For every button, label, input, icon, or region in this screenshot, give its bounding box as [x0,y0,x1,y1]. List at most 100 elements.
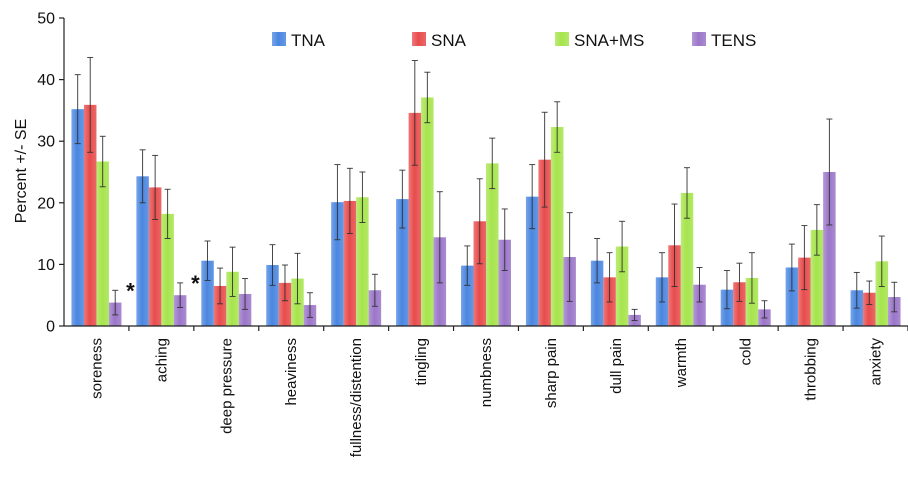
bar-sna-ms-deep-pressure [226,271,239,326]
error-bar-sna-ms-fullness-distention [359,171,366,223]
x-tick-label-deep-pressure: deep pressure [218,338,235,434]
legend-item-sna-ms: SNA+MS [555,31,644,50]
bar-sna-ms-fullness-distention [356,197,369,326]
bar-sna-sharp-pain [538,159,551,326]
error-bar-tens-tingling [436,191,443,284]
bar-tna-numbness [461,265,474,326]
bar-tens-throbbing [823,172,836,326]
error-bar-tna-aching [139,149,146,204]
bar-sna-ms-tingling [421,97,434,327]
legend-swatch [555,32,569,46]
legend-item-tna: TNA [272,31,326,50]
significance-marker: * [126,278,135,303]
error-bar-sna-dull-pain [606,252,613,303]
bar-tens-numbness [498,239,511,326]
error-bar-tna-sharp-pain [529,164,536,230]
error-bar-sna-ms-dull-pain [619,220,626,273]
bar-sna-ms-throbbing [810,229,824,326]
error-bar-sna-aching [152,154,159,220]
error-bar-tens-anxiety [891,281,898,313]
y-axis: 0 10 20 30 40 50 [37,11,65,336]
legend-item-tens: TENS [692,31,756,50]
bar-tens-warmth [693,284,706,326]
error-bar-sna-ms-deep-pressure [229,246,236,297]
legend-item-sna: SNA [412,31,467,50]
bar-tna-tingling [396,199,409,326]
error-bar-sna-anxiety [866,280,873,305]
bar-sna-heaviness [278,282,292,326]
bar-sna-soreness [83,104,97,326]
x-tick-label-tingling: tingling [413,338,430,386]
bar-sna-aching [148,187,162,326]
x-tick-label-anxiety: anxiety [868,338,885,386]
error-bar-sna-ms-sharp-pain [554,101,561,153]
error-bar-tna-heaviness [269,244,276,286]
error-bar-tens-dull-pain [631,308,638,321]
error-bar-tens-soreness [112,289,119,316]
error-bar-tna-dull-pain [594,238,601,284]
bar-sna-ms-numbness [486,163,499,326]
bar-tens-aching [173,295,187,326]
error-bar-sna-ms-anxiety [878,235,885,288]
bar-tna-throbbing [785,267,799,326]
y-tick-label: 30 [37,134,55,151]
bar-sna-ms-dull-pain [615,246,629,326]
error-bar-tens-warmth [696,267,703,303]
error-bar-tens-heaviness [306,292,313,318]
error-bar-tens-fullness-distention [371,273,378,307]
error-bar-tens-cold [761,300,768,319]
error-bar-sna-deep-pressure [217,267,224,305]
bar-sna-ms-soreness [96,161,109,326]
error-bar-tna-fullness-distention [334,164,341,241]
bar-tna-aching [136,176,149,326]
error-bar-sna-warmth [671,203,678,288]
x-tick-label-throbbing: throbbing [803,338,820,401]
error-bar-tna-throbbing [788,243,795,292]
x-axis: soreness aching deep pressure heaviness full… [64,325,908,457]
significance-marker: * [191,271,200,296]
error-bar-sna-fullness-distention [346,167,353,235]
bar-sna-numbness [473,221,486,326]
error-bar-tna-numbness [464,245,471,286]
error-bar-tens-numbness [501,208,508,272]
x-tick-label-aching: aching [153,338,170,382]
error-bar-tens-throbbing [826,118,833,226]
bar-sna-cold [733,282,746,326]
x-tick-label-dull-pain: dull pain [608,338,625,394]
legend-label: TNA [291,31,326,50]
bar-series-group: * * [71,56,901,327]
bar-sna-fullness-distention [343,200,357,326]
error-bar-tna-soreness [74,74,81,145]
error-bar-tna-anxiety [853,271,860,309]
bar-sna-ms-sharp-pain [550,127,564,326]
x-tick-label-warmth: warmth [673,338,690,388]
error-bar-sna-ms-cold [748,252,755,304]
error-bar-tna-cold [723,270,730,310]
bar-sna-ms-warmth [680,192,694,326]
legend-swatch [692,32,706,46]
error-bar-tens-aching [177,282,184,308]
y-tick-label: 50 [37,11,55,28]
y-tick-label: 0 [46,319,55,336]
legend-swatch [272,32,286,46]
error-bar-sna-ms-soreness [99,135,106,188]
x-tick-label-numbness: numbness [478,338,495,407]
error-bar-sna-ms-heaviness [294,252,301,305]
x-tick-label-cold: cold [738,338,755,366]
bar-sna-ms-anxiety [875,261,889,326]
legend-swatch [412,32,426,46]
error-bar-tna-tingling [399,169,406,229]
bar-tna-soreness [71,109,84,326]
error-bar-sna-throbbing [801,225,808,291]
bar-tna-sharp-pain [525,196,539,326]
error-bar-sna-tingling [411,60,418,166]
error-bar-tna-warmth [659,252,666,303]
x-tick-label-heaviness: heaviness [283,338,300,406]
x-tick-label-fullness-distention: fullness/distention [348,338,365,457]
error-bar-sna-ms-throbbing [813,204,820,256]
error-bar-sna-ms-numbness [489,137,496,190]
error-bar-sna-ms-tingling [424,71,431,124]
error-bar-sna-sharp-pain [541,111,548,208]
error-bar-tens-sharp-pain [566,212,573,302]
